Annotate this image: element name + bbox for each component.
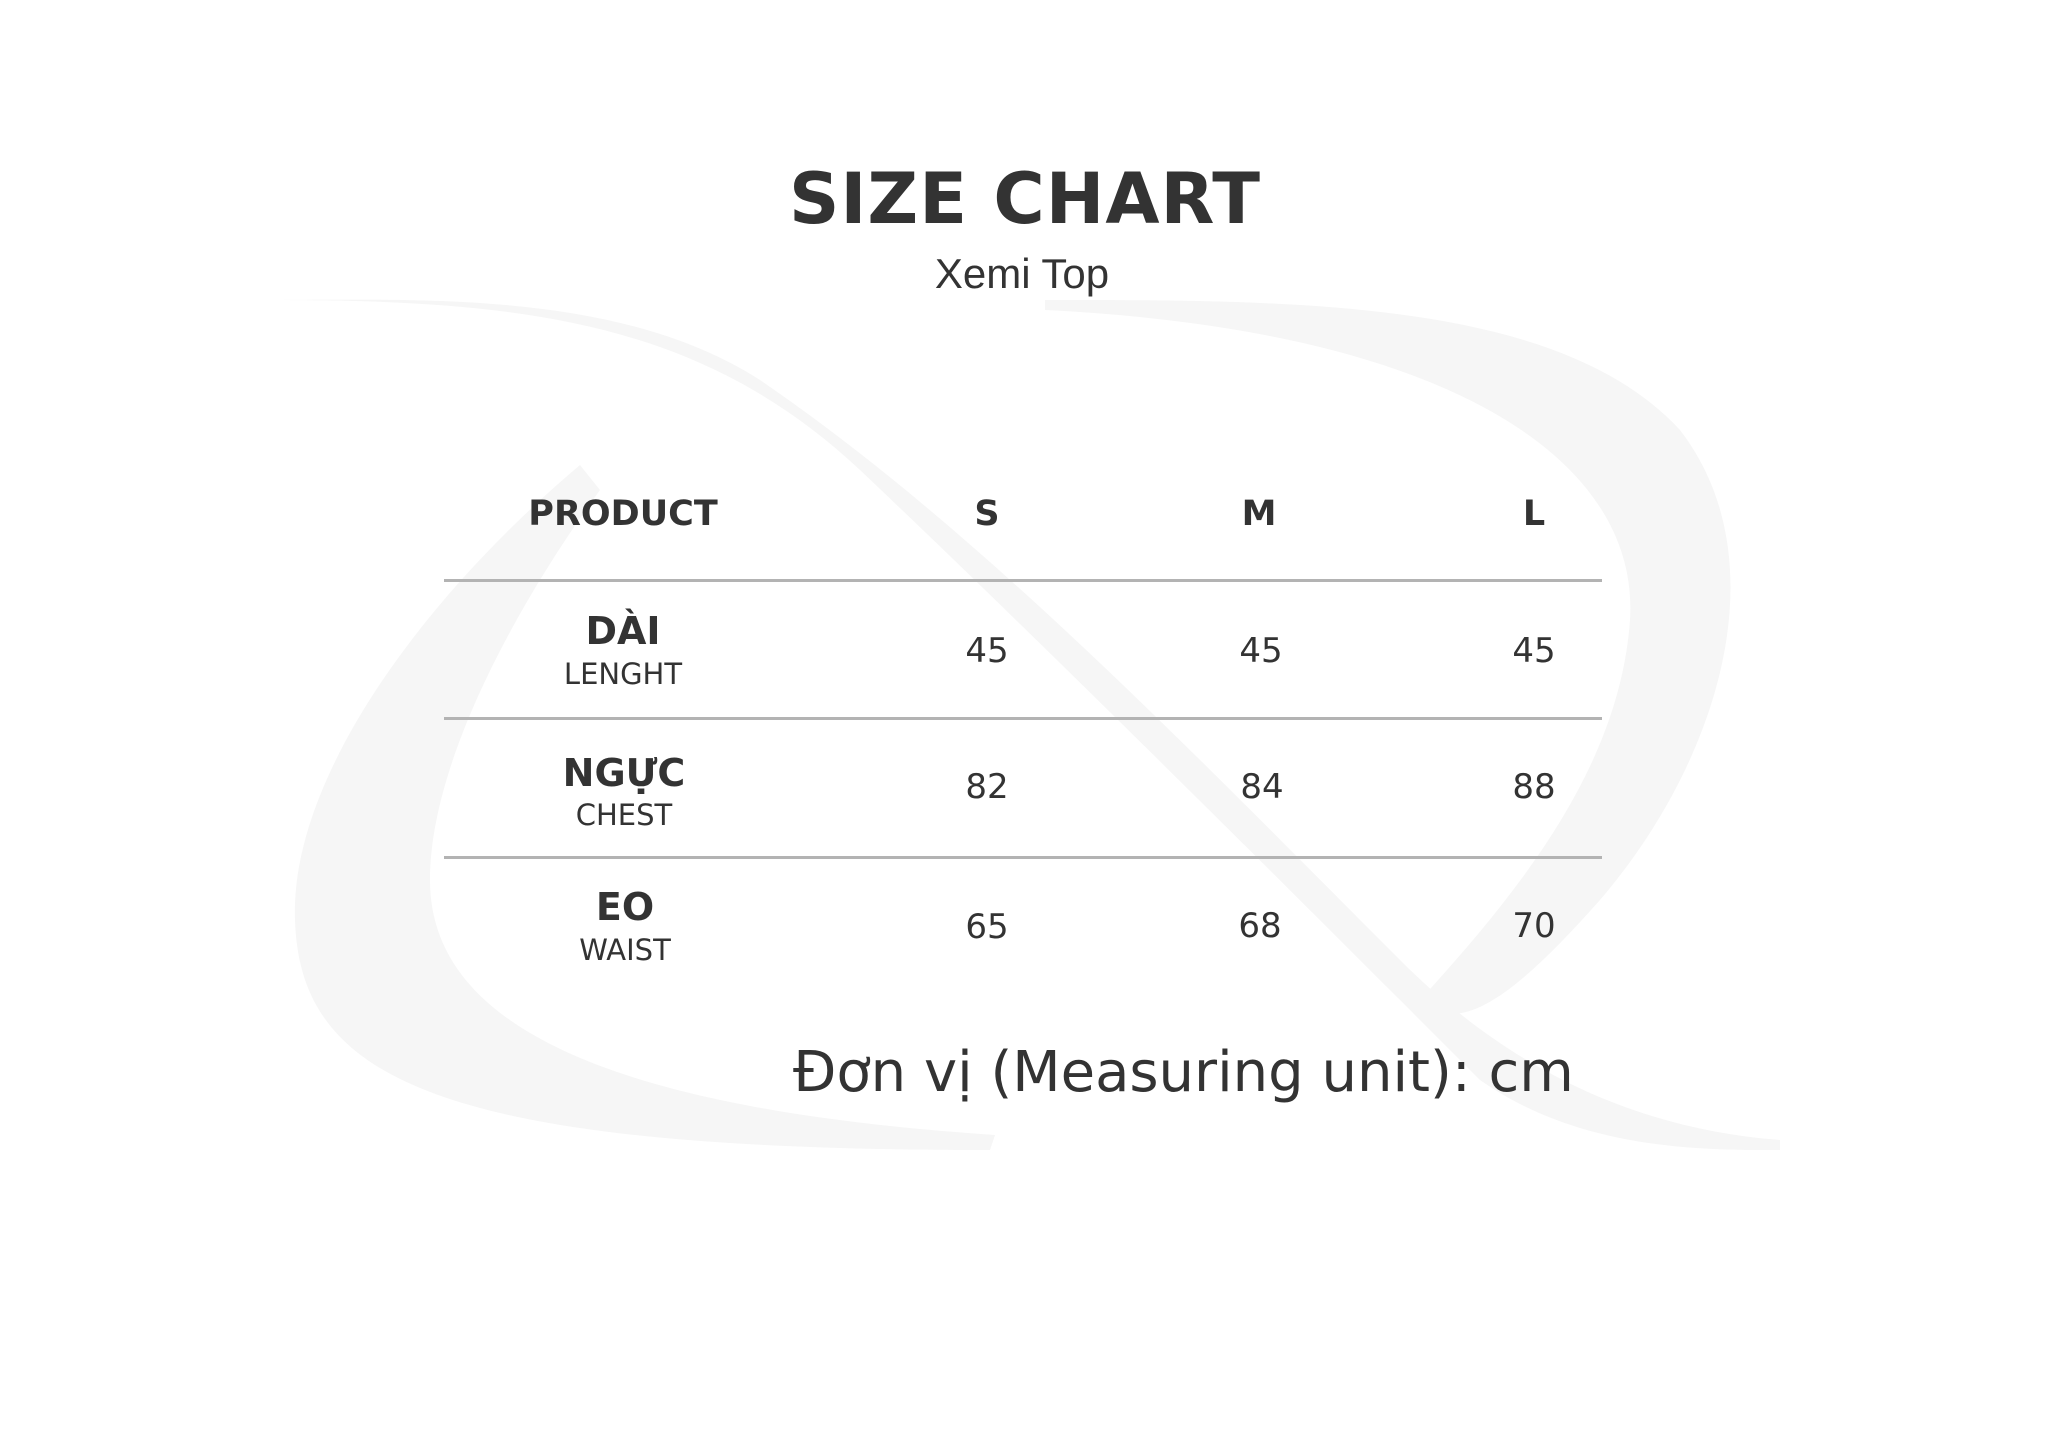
product-name: Xemi Top [934, 250, 1110, 297]
watermark-swoosh-right [1045, 300, 1731, 1014]
measuring-unit-note: Đơn vị (Measuring unit): cm [793, 1040, 1574, 1105]
cell-waist-l: 70 [1512, 906, 1556, 946]
page-title: SIZE CHART [788, 158, 1262, 240]
cell-chest-l: 88 [1512, 767, 1556, 807]
cell-length-s: 45 [965, 631, 1009, 671]
row-label-chest: NGỰC [562, 751, 686, 795]
cell-chest-m: 84 [1240, 767, 1284, 807]
cell-waist-m: 68 [1238, 906, 1282, 946]
row-divider [444, 717, 1602, 720]
cell-length-l: 45 [1512, 631, 1556, 671]
row-label-waist: EO [595, 885, 655, 929]
row-sublabel-waist: WAIST [579, 933, 671, 967]
row-label-length: DÀI [585, 609, 661, 653]
row-divider [444, 856, 1602, 859]
cell-length-m: 45 [1239, 631, 1283, 671]
row-sublabel-chest: CHEST [575, 798, 673, 832]
cell-chest-s: 82 [965, 767, 1009, 807]
column-header-l: L [1522, 494, 1546, 534]
cell-waist-s: 65 [965, 907, 1009, 947]
column-header-product: PRODUCT [528, 494, 718, 534]
row-divider [444, 579, 1602, 582]
watermark-swoosh-bottom [294, 465, 995, 1150]
column-header-m: M [1241, 494, 1277, 534]
column-header-s: S [974, 494, 1000, 534]
row-sublabel-length: LENGHT [563, 657, 683, 691]
